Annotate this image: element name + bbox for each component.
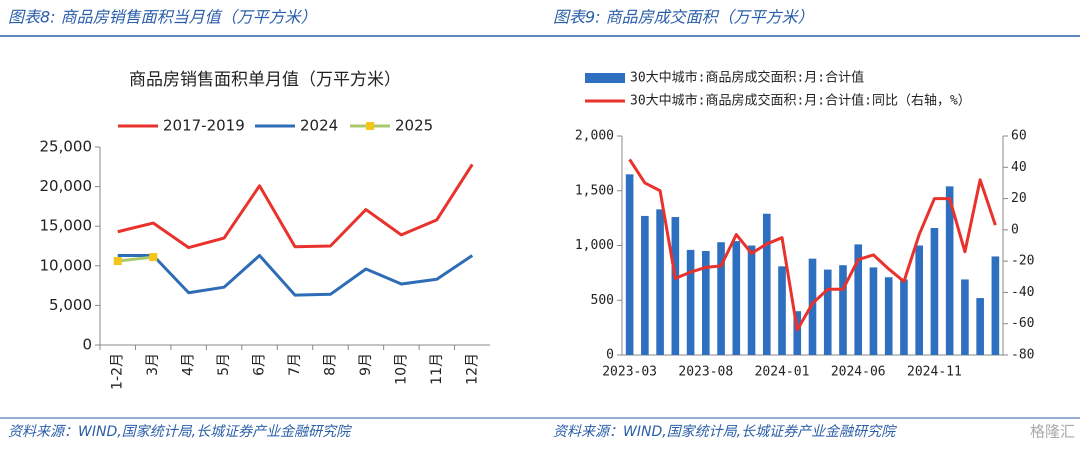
- x-tick-label: 2024-11: [907, 365, 962, 380]
- bar: [823, 269, 832, 355]
- y-tick-label: 1,000: [575, 238, 614, 253]
- y-tick-label: 20,000: [40, 177, 93, 195]
- bar: [717, 242, 725, 355]
- y-tick-label: 25,000: [40, 138, 93, 156]
- bar: [869, 267, 878, 355]
- legend-label: 2024: [300, 117, 338, 135]
- bar: [641, 215, 649, 355]
- y2-tick-label: 60: [1011, 129, 1027, 144]
- y2-tick-label: 40: [1011, 160, 1027, 175]
- series-line: [117, 254, 474, 297]
- bar: [884, 277, 893, 355]
- series-line: [628, 158, 997, 332]
- series-line: [117, 255, 154, 263]
- bar: [915, 245, 923, 355]
- watermark: 格隆汇: [1030, 423, 1075, 441]
- x-tick-label: 7月: [287, 353, 303, 376]
- y-tick-label: 10,000: [40, 256, 93, 274]
- x-tick-label: 2024-01: [755, 365, 810, 380]
- bar: [961, 279, 969, 355]
- source-note: 资料来源：WIND,国家统计局,长城证券产业金融研究院: [553, 424, 897, 440]
- legend-swatch: [585, 73, 625, 83]
- bar: [945, 186, 954, 355]
- source-note: 资料来源：WIND,国家统计局,长城证券产业金融研究院: [8, 424, 352, 440]
- bar: [793, 311, 802, 355]
- bar: [808, 258, 817, 355]
- x-tick-label: 3月: [145, 353, 161, 376]
- bar: [671, 217, 680, 355]
- x-tick-label: 9月: [358, 353, 374, 376]
- y2-tick-label: 0: [1011, 222, 1019, 237]
- y-tick-label: 2,000: [575, 129, 614, 144]
- point-marker: [149, 253, 158, 262]
- bar: [991, 256, 1000, 355]
- legend-label: 2017-2019: [163, 117, 245, 135]
- y-tick-label: 15,000: [40, 217, 93, 235]
- bar: [900, 279, 908, 355]
- y-tick-label: 0: [606, 348, 614, 363]
- figure-caption: 图表8: 商品房销售面积当月值（万平方米）: [8, 8, 317, 27]
- y-tick-label: 1,500: [575, 183, 614, 198]
- x-tick-label: 10月: [393, 353, 409, 385]
- bar: [625, 174, 634, 355]
- legend-marker: [366, 122, 374, 130]
- series-line: [117, 163, 474, 250]
- x-tick-label: 5月: [216, 353, 232, 376]
- legend-label: 2025: [395, 117, 433, 135]
- bar: [702, 250, 710, 355]
- x-tick-label: 11月: [429, 353, 445, 385]
- y-tick-label: 500: [591, 293, 614, 308]
- x-tick-label: 2023-03: [602, 365, 657, 380]
- y2-tick-label: -40: [1011, 285, 1034, 300]
- x-tick-label: 6月: [252, 353, 268, 376]
- y2-tick-label: 20: [1011, 191, 1027, 206]
- bar: [839, 265, 847, 355]
- x-tick-label: 1-2月: [110, 353, 126, 390]
- bar: [686, 249, 695, 355]
- x-tick-label: 2024-06: [831, 365, 886, 380]
- x-tick-label: 8月: [322, 353, 338, 376]
- y2-tick-label: -60: [1011, 316, 1034, 331]
- bar: [732, 241, 741, 355]
- bar: [930, 227, 939, 355]
- point-marker: [113, 257, 122, 266]
- y2-tick-label: -20: [1011, 254, 1034, 269]
- bar: [747, 245, 756, 355]
- bar: [976, 298, 984, 355]
- figure-caption: 图表9: 商品房成交面积（万平方米）: [553, 8, 814, 27]
- legend-label: 30大中城市:商品房成交面积:月:合计值: [630, 70, 864, 86]
- bar: [656, 209, 664, 355]
- y-tick-label: 5,000: [49, 296, 92, 314]
- bar: [778, 266, 786, 355]
- x-tick-label: 4月: [181, 353, 197, 376]
- y2-tick-label: -80: [1011, 348, 1034, 363]
- bar: [854, 244, 863, 355]
- legend-label: 30大中城市:商品房成交面积:月:合计值:同比（右轴，%）: [630, 93, 971, 109]
- x-tick-label: 12月: [464, 353, 480, 385]
- x-tick-label: 2023-08: [678, 365, 733, 380]
- y-tick-label: 0: [82, 336, 92, 354]
- bar: [762, 213, 771, 355]
- chart-title: 商品房销售面积单月值（万平方米）: [129, 70, 401, 90]
